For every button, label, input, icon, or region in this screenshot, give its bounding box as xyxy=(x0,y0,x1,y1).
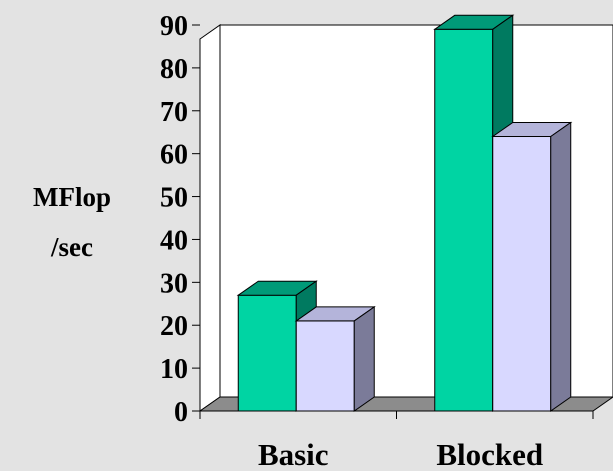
y-tick-label: 40 xyxy=(160,225,188,256)
y-tick-label: 0 xyxy=(174,397,188,428)
bar-basic-series-2-front xyxy=(295,320,355,412)
y-tick-label: 60 xyxy=(160,140,188,171)
y-tick-label: 30 xyxy=(160,268,188,299)
bar-blocked-series-1-front xyxy=(434,28,494,412)
x-category-label-basic: Basic xyxy=(258,437,329,471)
y-tick-label: 10 xyxy=(160,354,188,385)
y-axis-label-line-1: MFlop xyxy=(33,182,111,212)
bar-blocked-series-2-side xyxy=(550,121,572,412)
y-tick-label: 90 xyxy=(160,11,188,42)
y-axis-label-line-2: /sec xyxy=(50,232,93,262)
y-tick-label: 80 xyxy=(160,54,188,85)
bars xyxy=(236,14,573,412)
side-wall xyxy=(199,24,221,412)
bar-blocked-series-2-front xyxy=(492,136,552,412)
y-tick-label: 20 xyxy=(160,311,188,342)
bar-basic-series-2-side xyxy=(353,305,375,412)
y-tick-label: 70 xyxy=(160,97,188,128)
bar-basic-series-1-front xyxy=(237,294,297,412)
x-category-label-blocked: Blocked xyxy=(436,437,543,471)
y-tick-label: 50 xyxy=(160,183,188,214)
x-axis-categories: Basic Blocked xyxy=(199,411,594,471)
